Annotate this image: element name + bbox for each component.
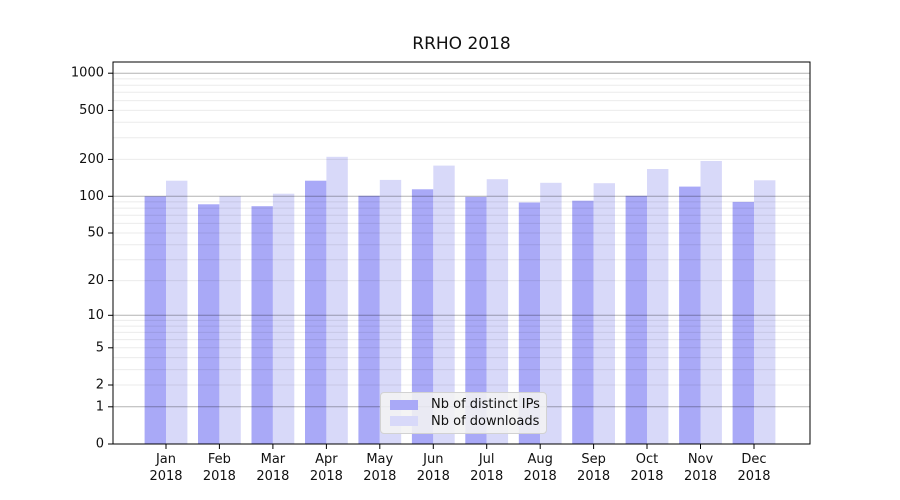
x-tick-label-year: 2018	[737, 469, 770, 484]
x-tick-label-year: 2018	[363, 469, 396, 484]
x-tick-label-year: 2018	[470, 469, 503, 484]
y-tick-label: 50	[87, 226, 104, 241]
legend-label-downloads: Nb of downloads	[431, 413, 540, 429]
x-tick-label-year: 2018	[524, 469, 557, 484]
bar-distinct-ips	[144, 196, 166, 444]
x-tick-label-year: 2018	[203, 469, 236, 484]
x-tick-label-month: Oct	[636, 452, 658, 467]
y-tick-label: 1000	[71, 66, 104, 81]
x-tick-label-year: 2018	[630, 469, 663, 484]
bar-downloads	[593, 183, 615, 444]
bar-distinct-ips	[572, 200, 594, 444]
bar-downloads	[272, 193, 295, 444]
bar-downloads	[540, 182, 562, 445]
bar-distinct-ips	[679, 186, 701, 444]
x-tick-label-month: Jul	[478, 452, 495, 467]
bar-distinct-ips	[358, 195, 380, 444]
y-tick-label: 2	[96, 378, 104, 393]
bar-distinct-ips	[465, 196, 487, 444]
bar-downloads	[326, 156, 348, 445]
bar-downloads	[700, 161, 722, 444]
x-tick-label-year: 2018	[256, 469, 289, 484]
y-tick-label: 100	[79, 189, 104, 204]
y-tick-label: 500	[79, 103, 104, 118]
bar-distinct-ips	[198, 204, 220, 444]
y-tick-label: 10	[87, 308, 104, 323]
y-tick-label: 1	[96, 399, 104, 414]
y-tick-label: 200	[79, 152, 104, 167]
bar-downloads	[433, 165, 455, 444]
x-tick-label-month: Nov	[688, 452, 714, 467]
x-tick-label-year: 2018	[684, 469, 717, 484]
bar-downloads	[219, 196, 241, 444]
y-tick-label: 20	[87, 273, 104, 288]
x-tick-label-month: Aug	[528, 452, 553, 467]
x-tick-label-month: Mar	[261, 452, 286, 467]
x-tick-label-month: Dec	[741, 452, 766, 467]
bar-distinct-ips	[518, 202, 541, 444]
bar-downloads	[754, 180, 776, 445]
x-tick-label-month: Sep	[581, 452, 606, 467]
bar-distinct-ips	[732, 201, 754, 444]
legend-swatch-downloads	[390, 416, 418, 427]
x-tick-label-month: May	[366, 452, 393, 467]
bar-downloads	[379, 179, 402, 444]
x-tick-label-month: Apr	[315, 452, 338, 467]
y-tick-label: 5	[96, 340, 104, 355]
x-tick-label-year: 2018	[310, 469, 343, 484]
legend-label-distinct-ips: Nb of distinct IPs	[431, 397, 540, 413]
bar-distinct-ips	[305, 180, 327, 444]
bar-distinct-ips	[625, 195, 647, 444]
legend: Nb of distinct IPs Nb of downloads	[380, 392, 547, 434]
chart-title: RRHO 2018	[412, 34, 511, 54]
y-tick-label: 0	[96, 437, 104, 452]
bar-downloads	[486, 179, 509, 444]
bar-distinct-ips	[411, 189, 434, 444]
x-tick-label-month: Jun	[422, 452, 443, 467]
x-tick-label-year: 2018	[577, 469, 610, 484]
bar-distinct-ips	[251, 206, 273, 444]
legend-row-downloads: Nb of downloads	[390, 413, 540, 429]
bar-downloads	[647, 169, 669, 444]
bar-downloads	[166, 180, 188, 444]
x-tick-label-year: 2018	[417, 469, 450, 484]
x-tick-label-month: Jan	[155, 452, 176, 467]
axis-frame	[112, 61, 811, 445]
legend-row-distinct-ips: Nb of distinct IPs	[390, 397, 540, 413]
legend-swatch-distinct-ips	[390, 399, 418, 410]
x-tick-label-year: 2018	[149, 469, 182, 484]
x-tick-label-month: Feb	[208, 452, 231, 467]
